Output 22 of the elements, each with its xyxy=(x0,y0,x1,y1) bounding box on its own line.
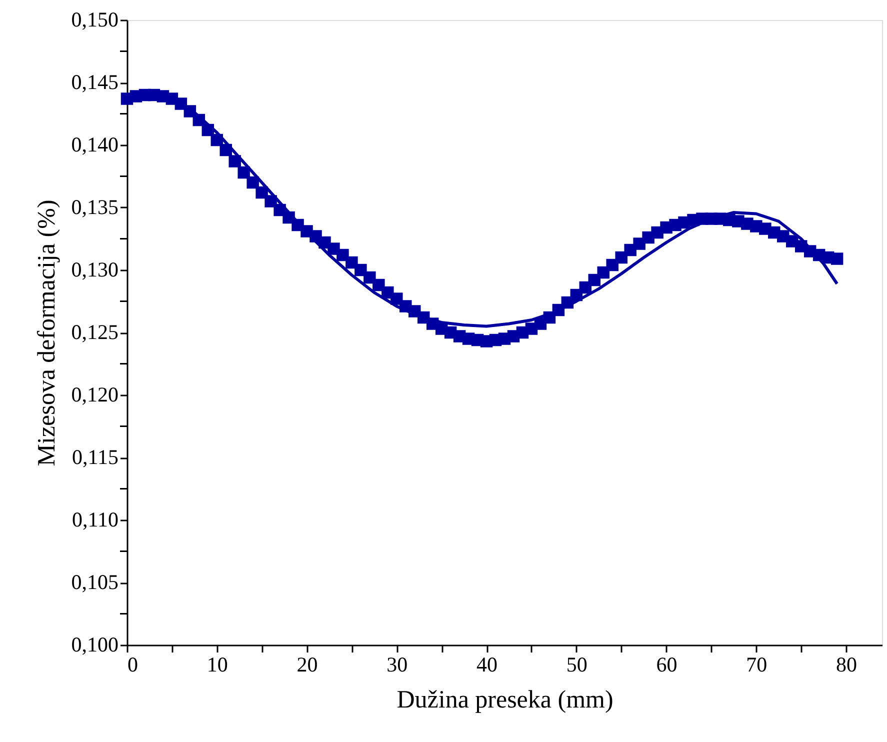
y-tick-label: 0,110 xyxy=(72,508,118,532)
x-tick-label: 70 xyxy=(746,652,768,676)
y-tick-label: 0,150 xyxy=(71,8,118,32)
y-tick-label: 0,145 xyxy=(71,70,118,94)
y-tick-label: 0,105 xyxy=(71,570,118,594)
y-tick-label: 0,120 xyxy=(71,382,118,406)
x-tick-label: 40 xyxy=(476,652,498,676)
x-axis-title: Dužina preseka (mm) xyxy=(396,686,614,714)
y-tick-label: 0,140 xyxy=(71,132,118,156)
x-tick-label: 60 xyxy=(656,652,678,676)
x-tick-label: 20 xyxy=(296,652,318,676)
x-tick-label: 30 xyxy=(386,652,408,676)
x-tick-label: 0 xyxy=(128,652,138,676)
x-tick-label: 10 xyxy=(206,652,228,676)
y-tick-label: 0,115 xyxy=(72,445,118,469)
y-tick-label: 0,130 xyxy=(71,258,118,282)
y-tick-label: 0,125 xyxy=(71,320,118,344)
y-tick-label: 0,135 xyxy=(71,195,118,219)
y-axis-title: Mizesova deformacija (%) xyxy=(33,200,60,466)
x-tick-label: 80 xyxy=(836,652,858,676)
y-tick-label: 0,100 xyxy=(71,632,118,656)
x-tick-label: 50 xyxy=(566,652,588,676)
